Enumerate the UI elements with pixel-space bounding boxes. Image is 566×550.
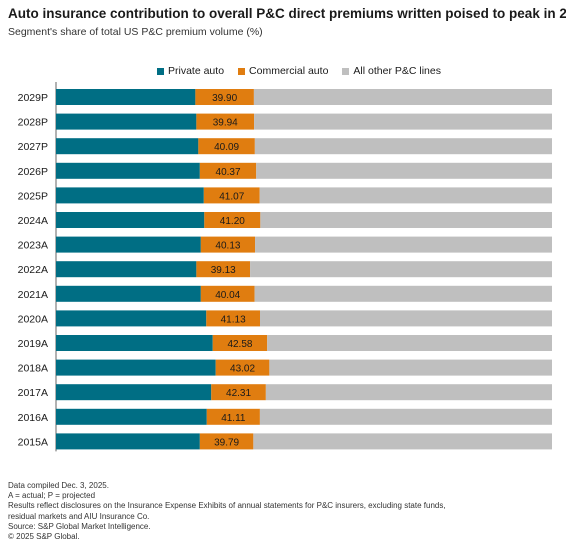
legend-swatch-other-lines [342, 67, 350, 75]
chart-subtitle: Segment's share of total US P&C premium … [8, 26, 263, 38]
footnote-methodology-cont: residual markets and AIU Insurance Co. [8, 511, 150, 521]
bar-segment-commercial-auto [204, 212, 261, 228]
bar-segment-private-auto [56, 89, 196, 105]
bar-segment-all-other-p-c-lines [267, 335, 552, 351]
bar-segment-private-auto [56, 261, 197, 278]
category-label: 2020A [18, 313, 48, 325]
bar-segment-all-other-p-c-lines [260, 310, 552, 327]
bar-segment-private-auto [56, 236, 201, 253]
legend-label-private-auto: Private auto [168, 65, 225, 77]
legend-item-other-lines: All other P&C lines [342, 65, 441, 77]
data-label: 41.20 [220, 216, 245, 227]
stacked-bar-chart: 2029P 39.90 2028P 39.94 2027P 40.09 2026P 40.37… [18, 82, 553, 452]
category-label: 2018A [18, 363, 48, 375]
data-label: 42.58 [227, 339, 252, 350]
data-label: 40.09 [214, 142, 239, 153]
footnote-date: Data compiled Dec. 3, 2025. [8, 481, 109, 490]
bar-segment-all-other-p-c-lines [255, 236, 552, 253]
bar-segment-all-other-p-c-lines [256, 162, 552, 179]
data-label: 41.13 [221, 314, 246, 325]
bar-segment-commercial-auto [203, 187, 260, 204]
category-label: 2029P [18, 92, 48, 104]
bar-segment-commercial-auto [196, 261, 251, 278]
bar-segment-all-other-p-c-lines [269, 359, 552, 376]
bar-segment-all-other-p-c-lines [254, 138, 552, 155]
bar-segment-commercial-auto [212, 335, 268, 351]
footnote-legend-key: A = actual; P = projected [8, 491, 96, 501]
legend-item-private-auto: Private auto [157, 65, 224, 77]
bar-segment-all-other-p-c-lines [253, 433, 552, 450]
data-label: 41.07 [219, 191, 244, 202]
data-label: 40.13 [215, 241, 240, 252]
category-label: 2026P [18, 166, 48, 178]
bar-segment-all-other-p-c-lines [253, 89, 553, 105]
data-label: 39.94 [213, 118, 238, 129]
bar-segment-all-other-p-c-lines [260, 212, 552, 228]
bar-segment-all-other-p-c-lines [254, 285, 553, 302]
bar-segment-commercial-auto [200, 285, 255, 302]
bar-segment-all-other-p-c-lines [259, 408, 552, 425]
category-label: 2017A [18, 387, 48, 399]
legend-label-commercial-auto: Commercial auto [249, 65, 329, 77]
chart-legend: Private auto Commercial auto All other P… [157, 65, 441, 77]
data-label: 39.13 [211, 265, 236, 276]
bar-segment-private-auto [56, 433, 200, 450]
category-label: 2023A [18, 240, 48, 252]
bar-segment-private-auto [56, 408, 207, 425]
footnote-source: Source: S&P Global Market Intelligence. [8, 521, 151, 531]
bar-segment-all-other-p-c-lines [259, 187, 552, 204]
category-label: 2015A [18, 436, 48, 448]
bar-segment-all-other-p-c-lines [254, 113, 552, 130]
data-label: 43.02 [230, 364, 255, 375]
bar-segment-commercial-auto [196, 113, 255, 130]
bar-segment-private-auto [56, 359, 216, 376]
data-label: 40.37 [216, 167, 241, 178]
footnotes: Data compiled Dec. 3, 2025. A = actual; … [8, 481, 446, 542]
bar-segment-commercial-auto [206, 310, 261, 327]
data-label: 39.90 [212, 93, 237, 104]
data-label: 40.04 [215, 290, 240, 301]
chart-title: Auto insurance contribution to overall P… [8, 6, 566, 21]
footnote-copyright: © 2025 S&P Global. [8, 532, 80, 542]
bar-segment-commercial-auto [198, 138, 255, 155]
footnote-methodology: Results reflect disclosures on the Insur… [8, 501, 446, 511]
data-label: 42.31 [226, 388, 251, 399]
bar-segment-private-auto [56, 285, 201, 302]
bar-segment-private-auto [56, 212, 205, 228]
category-label: 2027P [18, 141, 48, 153]
category-label: 2028P [18, 117, 48, 129]
bar-segment-commercial-auto [195, 89, 254, 105]
bar-segment-private-auto [56, 162, 200, 179]
bar-segment-commercial-auto [199, 162, 257, 179]
category-label: 2019A [18, 338, 48, 350]
category-label: 2021A [18, 289, 48, 301]
bar-segment-private-auto [56, 335, 213, 351]
bar-segment-private-auto [56, 138, 199, 155]
bar-segment-private-auto [56, 187, 204, 204]
bar-segment-commercial-auto [206, 408, 260, 425]
bar-segment-commercial-auto [215, 359, 270, 376]
legend-item-commercial-auto: Commercial auto [238, 65, 328, 77]
bar-segment-commercial-auto [211, 384, 266, 401]
bar-segment-all-other-p-c-lines [265, 384, 552, 401]
data-label: 41.11 [221, 413, 246, 424]
bar-segment-commercial-auto [200, 236, 256, 253]
category-label: 2022A [18, 264, 48, 276]
bar-segment-private-auto [56, 113, 197, 130]
data-label: 39.79 [214, 437, 239, 448]
bar-segment-private-auto [56, 310, 207, 327]
bar-segment-commercial-auto [199, 433, 254, 450]
legend-swatch-private-auto [157, 67, 164, 75]
category-label: 2025P [18, 190, 48, 202]
category-label: 2016A [18, 412, 48, 424]
bar-segment-all-other-p-c-lines [250, 261, 553, 278]
category-label: 2024A [18, 215, 48, 227]
legend-swatch-commercial-auto [238, 67, 246, 75]
bar-segment-private-auto [56, 384, 212, 401]
legend-label-other-lines: All other P&C lines [353, 65, 441, 77]
